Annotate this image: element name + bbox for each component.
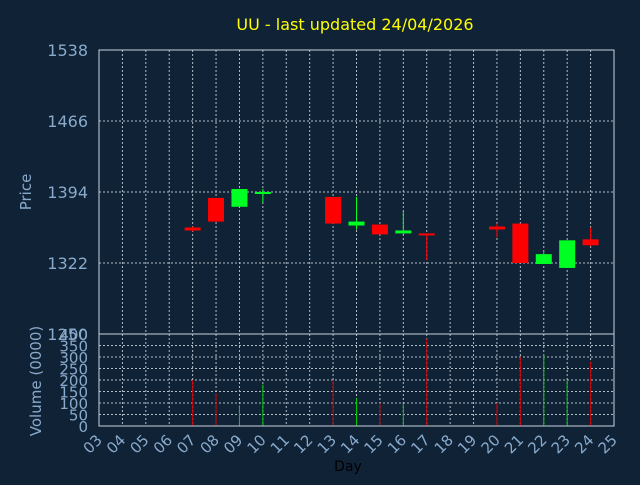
candle-body — [395, 230, 412, 234]
candle — [208, 197, 225, 222]
candle-body — [184, 227, 201, 231]
candle — [184, 226, 201, 232]
price-y-axis-label: Price — [17, 174, 35, 211]
candle-body — [371, 224, 388, 235]
candle — [582, 227, 599, 247]
volume-y-tick-label: 300 — [59, 349, 88, 367]
candle-body — [559, 240, 576, 268]
candle — [535, 252, 552, 264]
candle-body — [535, 254, 552, 264]
volume-y-tick-label: 150 — [59, 384, 88, 402]
candle — [395, 211, 412, 235]
volume-y-tick-label: 350 — [59, 338, 88, 356]
volume-bars — [192, 338, 592, 426]
volume-y-tick-label: 400 — [59, 326, 88, 344]
candle — [512, 223, 529, 263]
candle-body — [348, 221, 365, 226]
candles — [184, 189, 599, 268]
volume-y-tick-label: 250 — [59, 361, 88, 379]
candle — [488, 223, 505, 238]
volume-y-tick-label: 100 — [59, 395, 88, 413]
candle-body — [254, 192, 271, 194]
chart-title: UU - last updated 24/04/2026 — [236, 15, 473, 34]
candle-body — [418, 233, 435, 236]
candle — [325, 196, 342, 224]
candle — [348, 196, 365, 230]
candle — [371, 224, 388, 235]
volume-y-tick-label: 0 — [78, 418, 88, 436]
candle-body — [325, 196, 342, 224]
candle — [559, 240, 576, 268]
price-y-tick-label: 1466 — [47, 112, 88, 131]
candle — [254, 189, 271, 203]
volume-y-tick-label: 200 — [59, 372, 88, 390]
x-axis-label: Day — [334, 459, 362, 475]
candle-body — [231, 189, 248, 207]
volume-panel-frame — [98, 333, 615, 427]
price-y-tick-label: 1322 — [47, 254, 88, 273]
volume-y-tick-label: 50 — [69, 407, 88, 425]
price-y-tick-label: 1250 — [47, 325, 88, 344]
volume-y-axis-label: Volume (0000) — [27, 326, 45, 436]
x-tick-labels: 0304050607080910111213141516171819202122… — [80, 431, 621, 457]
price-y-tick-label: 1538 — [47, 41, 88, 60]
candle-body — [208, 197, 225, 222]
price-y-tick-label: 1394 — [47, 183, 88, 202]
candle-body — [512, 223, 529, 263]
price-y-tick-labels: 1538 1466 1394 1322 1250 — [47, 41, 88, 344]
candle-body — [582, 239, 599, 246]
candle — [418, 233, 435, 261]
candle-body — [488, 226, 505, 230]
candle — [231, 189, 248, 207]
